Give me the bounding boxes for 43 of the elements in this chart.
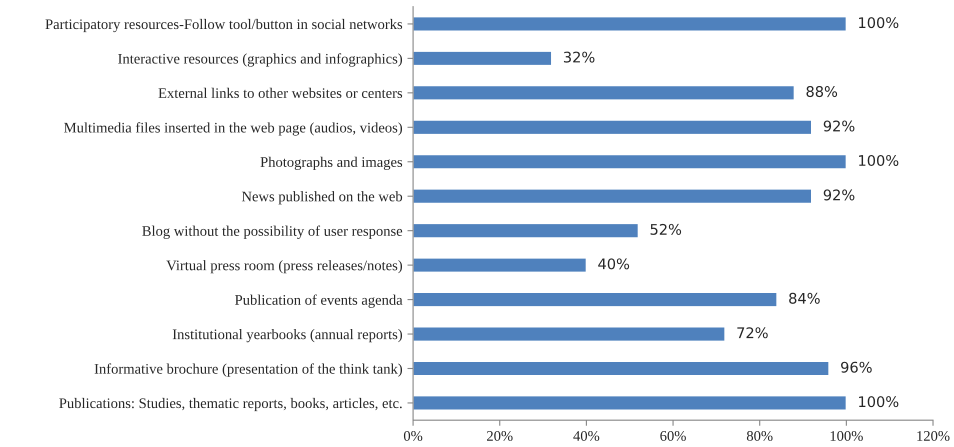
data-label: 92% [824, 120, 854, 132]
data-label: 72% [737, 327, 768, 338]
bar [413, 16, 848, 32]
y-tick-label: Participatory resources-Follow tool/button in social networks [45, 18, 402, 32]
bar [413, 292, 778, 308]
data-label: 100% [859, 17, 898, 28]
x-tick-label: 20% [487, 431, 513, 441]
y-tick-label: News published on the web [242, 191, 402, 204]
y-tick-label: Institutional yearbooks (annual reports) [172, 328, 402, 342]
y-tick-label: Publications: Studies, thematic reports, books, articles, etc. [59, 398, 402, 412]
y-tick-label: Virtual press room (press releases/notes) [166, 260, 402, 274]
data-label: 84% [789, 292, 820, 304]
y-tick-label: External links to other websites or centers [158, 88, 402, 98]
bar [413, 360, 830, 376]
data-label: 52% [650, 224, 682, 235]
y-tick-label: Informative brochure (presentation of the think tank) [94, 363, 402, 377]
x-tick-label: 120% [917, 431, 950, 441]
x-tick-label: 60% [660, 431, 686, 441]
y-tick-label: Multimedia files inserted in the web page (audios, videos) [64, 122, 402, 136]
data-label: 88% [806, 86, 838, 98]
bar [413, 84, 796, 101]
bar [413, 188, 812, 204]
bar [413, 257, 588, 274]
x-tick-label: 100% [830, 431, 863, 441]
bar [413, 119, 812, 136]
data-label: 100% [859, 396, 898, 408]
data-label: 40% [598, 258, 630, 270]
data-label: 96% [841, 362, 872, 373]
bar [413, 50, 552, 66]
x-tick-label: 0% [404, 431, 422, 441]
data-label: 92% [824, 189, 854, 200]
x-tick-label: 40% [573, 431, 600, 441]
data-label: 100% [859, 154, 898, 166]
y-tick-label: Photographs and images [260, 156, 402, 170]
bar [413, 154, 848, 170]
data-label: 32% [564, 52, 594, 63]
bar [413, 326, 726, 342]
y-tick-label: Blog without the possibility of user response [142, 226, 402, 239]
bar [413, 395, 848, 411]
y-tick-label: Publication of events agenda [235, 294, 402, 308]
x-tick-label: 80% [746, 431, 773, 441]
y-tick-label: Interactive resources (graphics and infographics) [118, 53, 402, 67]
bar [413, 222, 640, 239]
